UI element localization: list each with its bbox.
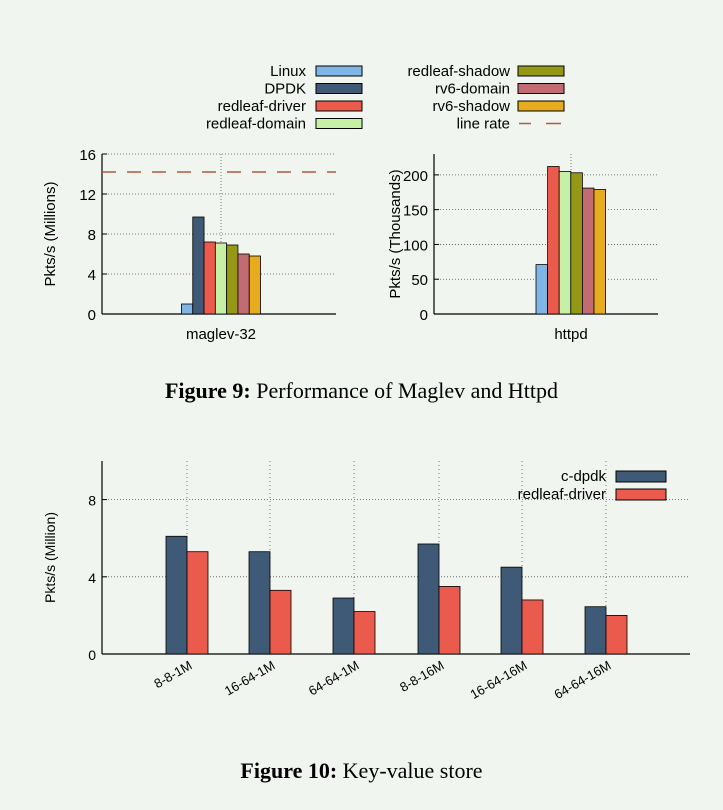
- y-tick-label: 4: [88, 570, 96, 586]
- legend-swatch: [315, 83, 363, 94]
- y-tick-label: 0: [88, 307, 96, 324]
- x-tick-label: 8-8-1M: [151, 658, 194, 692]
- legend-swatch: [315, 100, 363, 112]
- x-tick-label: httpd: [554, 326, 587, 343]
- bar: [547, 166, 560, 315]
- bar: [582, 187, 595, 315]
- bar: [181, 303, 194, 315]
- bar: [353, 611, 376, 655]
- bar: [226, 244, 239, 315]
- bar: [438, 586, 461, 655]
- legend-label: Linux: [270, 63, 306, 80]
- figure-10-text: Key-value store: [337, 758, 483, 783]
- bar: [605, 615, 628, 655]
- bar: [269, 589, 292, 655]
- bar: [237, 253, 250, 315]
- y-tick-label: 16: [79, 147, 96, 164]
- legend-label: rv6-domain: [435, 81, 510, 98]
- y-tick-label: 0: [420, 307, 428, 324]
- legend-swatch: [315, 118, 363, 129]
- legend-swatch: [517, 83, 565, 94]
- y-tick-label: 12: [79, 187, 96, 204]
- bar: [535, 264, 549, 315]
- bar: [521, 599, 544, 655]
- bar: [593, 189, 607, 315]
- y-tick-label: 4: [88, 267, 96, 284]
- y-tick-label: 200: [403, 168, 428, 185]
- legend-swatch: [615, 470, 667, 483]
- bar: [192, 216, 205, 315]
- y-axis-label: Pkts/s (Thousands): [387, 169, 404, 298]
- y-tick-label: 8: [88, 493, 96, 509]
- bar: [584, 606, 607, 655]
- legend-label: line rate: [457, 116, 510, 133]
- bar: [558, 170, 572, 315]
- legend-label: redleaf-driver: [218, 98, 306, 115]
- y-tick-label: 8: [88, 227, 96, 244]
- bar: [570, 172, 583, 315]
- bar: [248, 255, 261, 315]
- x-tick-label: maglev-32: [186, 326, 256, 343]
- y-tick-label: 150: [403, 203, 428, 220]
- legend-label: c-dpdk: [561, 468, 607, 485]
- y-tick-label: 0: [88, 647, 96, 663]
- legend-swatch: [517, 100, 565, 112]
- legend-label: rv6-shadow: [432, 98, 510, 115]
- figure-9-text: Performance of Maglev and Httpd: [250, 378, 559, 403]
- figure-10-caption: Figure 10: Key-value store: [0, 758, 723, 784]
- legend-swatch: [517, 65, 565, 77]
- bar: [500, 566, 523, 655]
- y-tick-label: 100: [403, 237, 428, 254]
- bar: [186, 551, 209, 655]
- bar: [248, 551, 271, 655]
- bar: [203, 241, 216, 315]
- legend-label: redleaf-shadow: [407, 63, 510, 80]
- bar: [417, 543, 440, 655]
- bar: [332, 597, 355, 655]
- legend-label: redleaf-driver: [518, 486, 606, 503]
- figure-9-caption: Figure 9: Performance of Maglev and Http…: [0, 378, 723, 404]
- x-tick-label: 8-8-16M: [397, 658, 446, 695]
- x-tick-label: 64-64-16M: [552, 658, 614, 702]
- x-tick-label: 16-64-16M: [468, 658, 530, 702]
- legend-label: DPDK: [264, 81, 306, 98]
- y-axis-label: Pkts/s (Millions): [42, 181, 59, 286]
- bar: [214, 242, 228, 315]
- x-tick-label: 16-64-1M: [222, 658, 278, 699]
- x-tick-label: 64-64-1M: [306, 658, 362, 699]
- figure-9-label: Figure 9:: [164, 378, 251, 403]
- y-axis-label: Pkts/s (Million): [42, 512, 58, 603]
- legend-swatch: [315, 65, 363, 77]
- legend-swatch: [615, 488, 667, 501]
- bar: [165, 535, 188, 655]
- legend-label: redleaf-domain: [206, 116, 306, 133]
- figure-10-label: Figure 10:: [240, 758, 338, 783]
- y-tick-label: 50: [411, 272, 428, 289]
